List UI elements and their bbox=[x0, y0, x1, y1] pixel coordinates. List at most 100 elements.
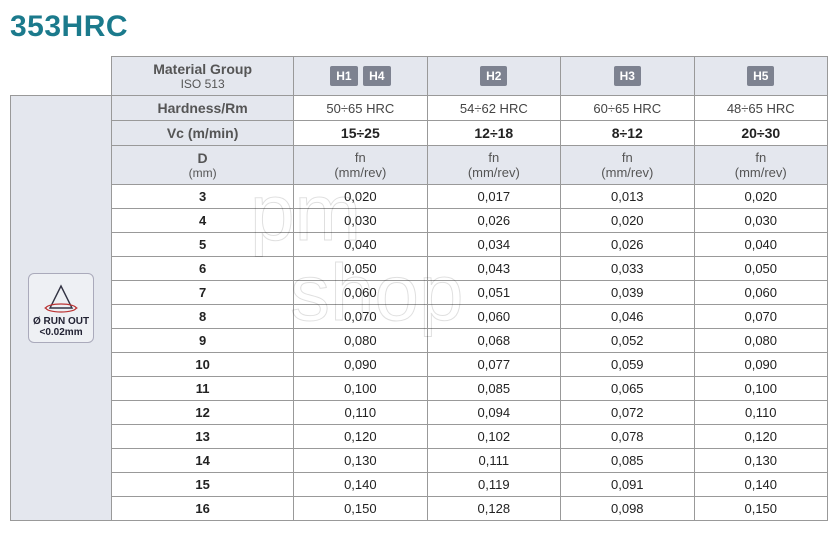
fn-value: 0,020 bbox=[344, 189, 377, 204]
d-label: D bbox=[114, 150, 291, 166]
table-cell: 0,046 bbox=[561, 305, 694, 329]
hardness-cell: 48÷65 HRC bbox=[694, 96, 827, 121]
table-cell: 0,085 bbox=[561, 449, 694, 473]
table-cell: 0,098 bbox=[561, 497, 694, 521]
vc-value: 12÷18 bbox=[474, 125, 513, 141]
table-cell: 0,059 bbox=[561, 353, 694, 377]
table-cell: 0,026 bbox=[561, 233, 694, 257]
fn-value: 0,077 bbox=[478, 357, 511, 372]
table-row-d: 12 bbox=[112, 401, 294, 425]
table-row-d: 11 bbox=[112, 377, 294, 401]
group-pill: H3 bbox=[614, 66, 641, 86]
fn-value: 0,050 bbox=[744, 261, 777, 276]
table-cell: 0,077 bbox=[427, 353, 560, 377]
material-group-label: Material Group bbox=[114, 61, 291, 77]
fn-sub: (mm/rev) bbox=[296, 165, 424, 180]
table-cell: 0,120 bbox=[694, 425, 827, 449]
fn-value: 0,100 bbox=[744, 381, 777, 396]
fn-value: 0,120 bbox=[344, 429, 377, 444]
fn-value: 0,020 bbox=[611, 213, 644, 228]
d-sub: (mm) bbox=[114, 166, 291, 180]
fn-value: 0,140 bbox=[344, 477, 377, 492]
fn-value: 0,119 bbox=[478, 477, 510, 492]
fn-value: 0,078 bbox=[611, 429, 644, 444]
table-row-d: 9 bbox=[112, 329, 294, 353]
table-cell: 0,100 bbox=[694, 377, 827, 401]
fn-value: 0,034 bbox=[478, 237, 511, 252]
fn-value: 0,039 bbox=[611, 285, 644, 300]
fn-value: 0,130 bbox=[744, 453, 777, 468]
table-cell: 0,120 bbox=[294, 425, 427, 449]
vc-cell: 20÷30 bbox=[694, 121, 827, 146]
table-cell: 0,110 bbox=[294, 401, 427, 425]
fn-label: fn bbox=[697, 150, 825, 165]
table-row-d: 4 bbox=[112, 209, 294, 233]
table-row-d: 10 bbox=[112, 353, 294, 377]
vc-cell: 12÷18 bbox=[427, 121, 560, 146]
hardness-value: 48÷65 HRC bbox=[727, 101, 795, 116]
d-value: 16 bbox=[195, 501, 209, 516]
fn-header: fn(mm/rev) bbox=[427, 146, 560, 185]
fn-value: 0,100 bbox=[344, 381, 377, 396]
table-cell: 0,040 bbox=[694, 233, 827, 257]
fn-value: 0,013 bbox=[611, 189, 644, 204]
material-group-header: Material GroupISO 513 bbox=[112, 57, 294, 96]
table-cell: 0,072 bbox=[561, 401, 694, 425]
group-pill: H5 bbox=[747, 66, 774, 86]
fn-value: 0,040 bbox=[344, 237, 377, 252]
table-cell: 0,030 bbox=[294, 209, 427, 233]
table-row-d: 16 bbox=[112, 497, 294, 521]
vc-header: Vc (m/min) bbox=[112, 121, 294, 146]
fn-value: 0,150 bbox=[344, 501, 377, 516]
table-cell: 0,033 bbox=[561, 257, 694, 281]
fn-label: fn bbox=[563, 150, 691, 165]
fn-value: 0,030 bbox=[744, 213, 777, 228]
fn-value: 0,046 bbox=[611, 309, 644, 324]
table-cell: 0,091 bbox=[561, 473, 694, 497]
fn-value: 0,094 bbox=[478, 405, 511, 420]
fn-value: 0,052 bbox=[611, 333, 644, 348]
vc-value: 20÷30 bbox=[741, 125, 780, 141]
fn-value: 0,070 bbox=[344, 309, 377, 324]
d-value: 13 bbox=[195, 429, 209, 444]
d-value: 11 bbox=[196, 381, 210, 396]
table-cell: 0,017 bbox=[427, 185, 560, 209]
fn-value: 0,140 bbox=[744, 477, 777, 492]
fn-value: 0,043 bbox=[478, 261, 511, 276]
group-header: H2 bbox=[427, 57, 560, 96]
table-cell: 0,080 bbox=[294, 329, 427, 353]
fn-value: 0,070 bbox=[744, 309, 777, 324]
hardness-label: Hardness/Rm bbox=[157, 100, 247, 116]
runout-label-1: Ø RUN OUT bbox=[33, 316, 89, 327]
table-row-d: 6 bbox=[112, 257, 294, 281]
fn-value: 0,090 bbox=[344, 357, 377, 372]
fn-header: fn(mm/rev) bbox=[694, 146, 827, 185]
d-value: 8 bbox=[199, 309, 206, 324]
fn-value: 0,060 bbox=[478, 309, 511, 324]
hardness-cell: 50÷65 HRC bbox=[294, 96, 427, 121]
table-cell: 0,111 bbox=[427, 449, 560, 473]
fn-value: 0,040 bbox=[744, 237, 777, 252]
table-cell: 0,140 bbox=[294, 473, 427, 497]
table-cell: 0,051 bbox=[427, 281, 560, 305]
table-cell: 0,150 bbox=[294, 497, 427, 521]
table-cell: 0,070 bbox=[294, 305, 427, 329]
table-row-d: 7 bbox=[112, 281, 294, 305]
fn-value: 0,098 bbox=[611, 501, 644, 516]
table-cell: 0,110 bbox=[694, 401, 827, 425]
fn-value: 0,072 bbox=[611, 405, 644, 420]
group-header: H5 bbox=[694, 57, 827, 96]
vc-cell: 15÷25 bbox=[294, 121, 427, 146]
table-cell: 0,085 bbox=[427, 377, 560, 401]
table-cell: 0,119 bbox=[427, 473, 560, 497]
hardness-header: Hardness/Rm bbox=[112, 96, 294, 121]
fn-value: 0,051 bbox=[478, 285, 511, 300]
d-value: 4 bbox=[199, 213, 206, 228]
table-cell: 0,070 bbox=[694, 305, 827, 329]
table-cell: 0,100 bbox=[294, 377, 427, 401]
fn-header: fn(mm/rev) bbox=[561, 146, 694, 185]
hardness-value: 50÷65 HRC bbox=[326, 101, 394, 116]
table-row-d: 8 bbox=[112, 305, 294, 329]
table-cell: 0,026 bbox=[427, 209, 560, 233]
vc-cell: 8÷12 bbox=[561, 121, 694, 146]
